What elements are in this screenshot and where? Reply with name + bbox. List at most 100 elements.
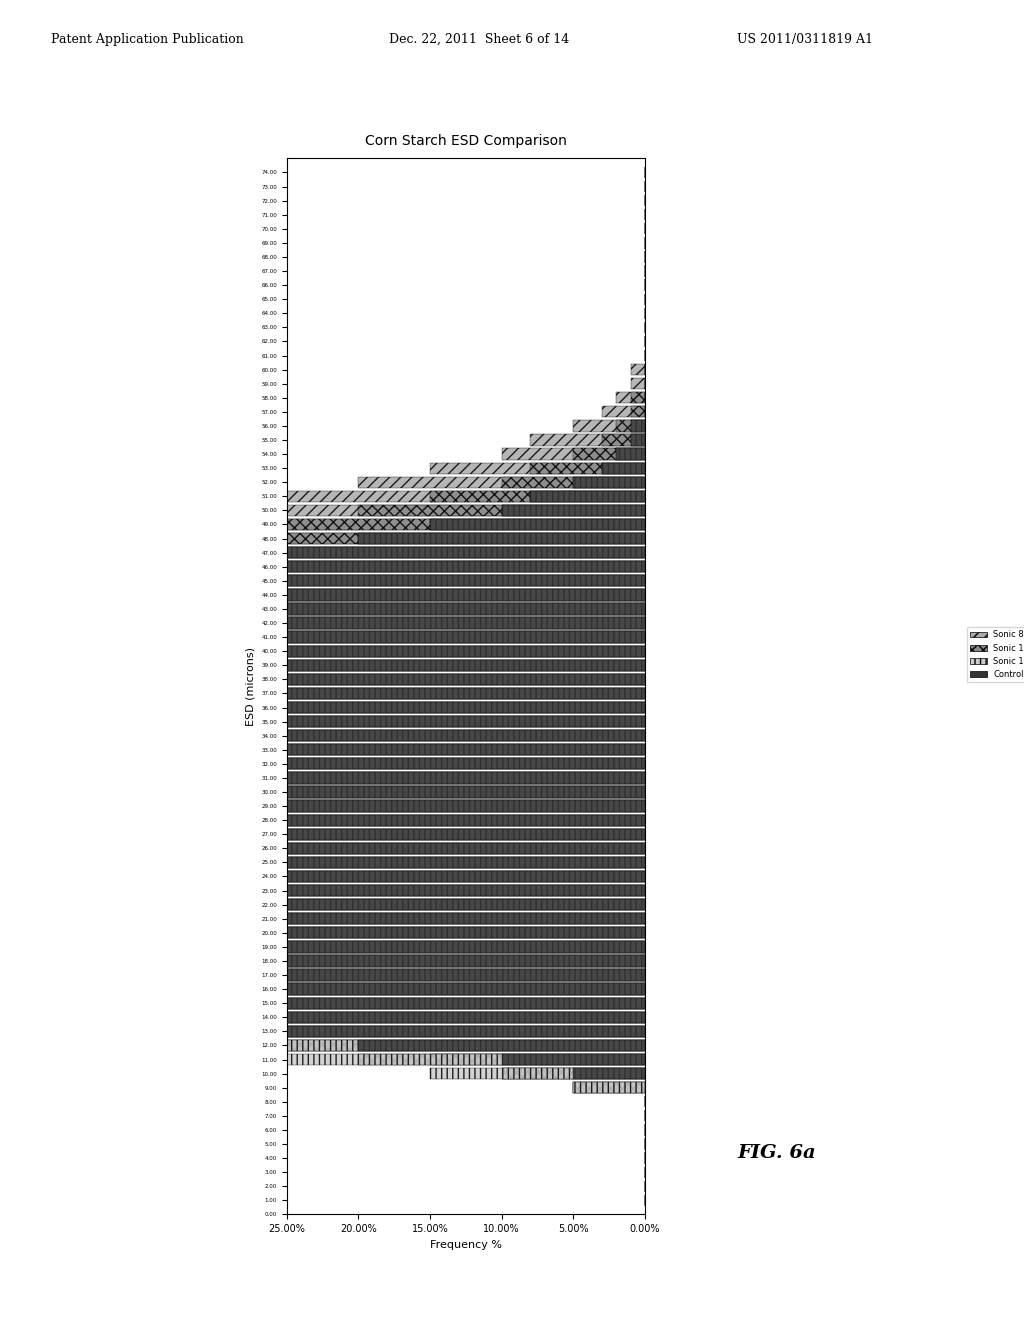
Bar [0,899,645,911]
Text: Dec. 22, 2011  Sheet 6 of 14: Dec. 22, 2011 Sheet 6 of 14 [389,33,569,46]
Bar [0,829,645,840]
Bar [0,772,645,784]
Bar [0,730,645,742]
Bar [0,631,645,643]
Bar [0,576,645,586]
Bar [0,941,645,953]
Bar [430,1068,645,1080]
Bar [0,956,645,966]
Bar [0,814,645,826]
Bar [502,1068,645,1080]
Bar [0,576,645,586]
Bar [0,618,645,628]
Bar [0,998,645,1008]
Bar [0,744,645,755]
Bar [0,744,645,755]
Bar [0,688,645,700]
Bar [0,787,645,797]
Bar [0,702,645,713]
Bar [631,434,645,446]
Bar [0,829,645,840]
Bar [573,477,645,488]
Bar [0,998,645,1008]
Bar [358,477,645,488]
Bar [358,1040,645,1051]
Y-axis label: ESD (microns): ESD (microns) [246,647,256,726]
Bar [0,969,645,981]
Bar [72,1040,645,1051]
Bar [0,1011,645,1023]
Bar [602,407,645,417]
Text: FIG. 6a: FIG. 6a [737,1143,816,1162]
Bar [0,631,645,643]
Bar [602,462,645,474]
Bar [0,857,645,869]
Bar [0,618,645,628]
Bar [72,1026,645,1038]
Bar [0,814,645,826]
X-axis label: Frequency %: Frequency % [430,1239,502,1250]
Bar [0,688,645,700]
Bar [430,1053,645,1065]
Bar [0,730,645,742]
Bar [215,1040,645,1051]
Bar [0,660,645,671]
Bar [0,758,645,770]
Bar [0,673,645,685]
Bar [0,589,645,601]
Bar [0,814,645,826]
Bar [0,758,645,770]
Bar [0,772,645,784]
Bar [0,956,645,966]
Bar [0,589,645,601]
Bar [215,546,645,558]
Bar [0,842,645,854]
Bar [530,491,645,502]
Bar [530,491,645,502]
Bar [0,983,645,995]
Bar [631,364,645,375]
Bar [0,969,645,981]
Bar [0,927,645,939]
Bar [573,1082,645,1093]
Bar [0,800,645,812]
Bar [72,504,645,516]
Bar [0,899,645,911]
Bar [0,603,645,615]
Bar [0,829,645,840]
Bar [0,969,645,981]
Bar [72,561,645,573]
Bar [0,645,645,657]
Bar [430,519,645,531]
Bar [0,673,645,685]
Bar [0,660,645,671]
Bar [0,969,645,981]
Bar [0,702,645,713]
Bar [0,1011,645,1023]
Bar [0,842,645,854]
Bar [0,715,645,727]
Bar [0,1011,645,1023]
Bar [0,829,645,840]
Bar [0,744,645,755]
Bar [215,491,645,502]
Bar [215,546,645,558]
Bar [631,420,645,432]
Bar [530,434,645,446]
Bar [616,420,645,432]
Bar [0,857,645,869]
Bar [0,913,645,924]
Bar [502,1053,645,1065]
Bar [530,462,645,474]
Bar [0,913,645,924]
Bar [573,1082,645,1093]
Bar [616,449,645,459]
Bar [0,899,645,911]
Bar [0,772,645,784]
Bar [502,504,645,516]
Title: Corn Starch ESD Comparison: Corn Starch ESD Comparison [365,133,567,148]
Bar [0,715,645,727]
Bar [0,787,645,797]
Bar [0,857,645,869]
Bar [0,603,645,615]
